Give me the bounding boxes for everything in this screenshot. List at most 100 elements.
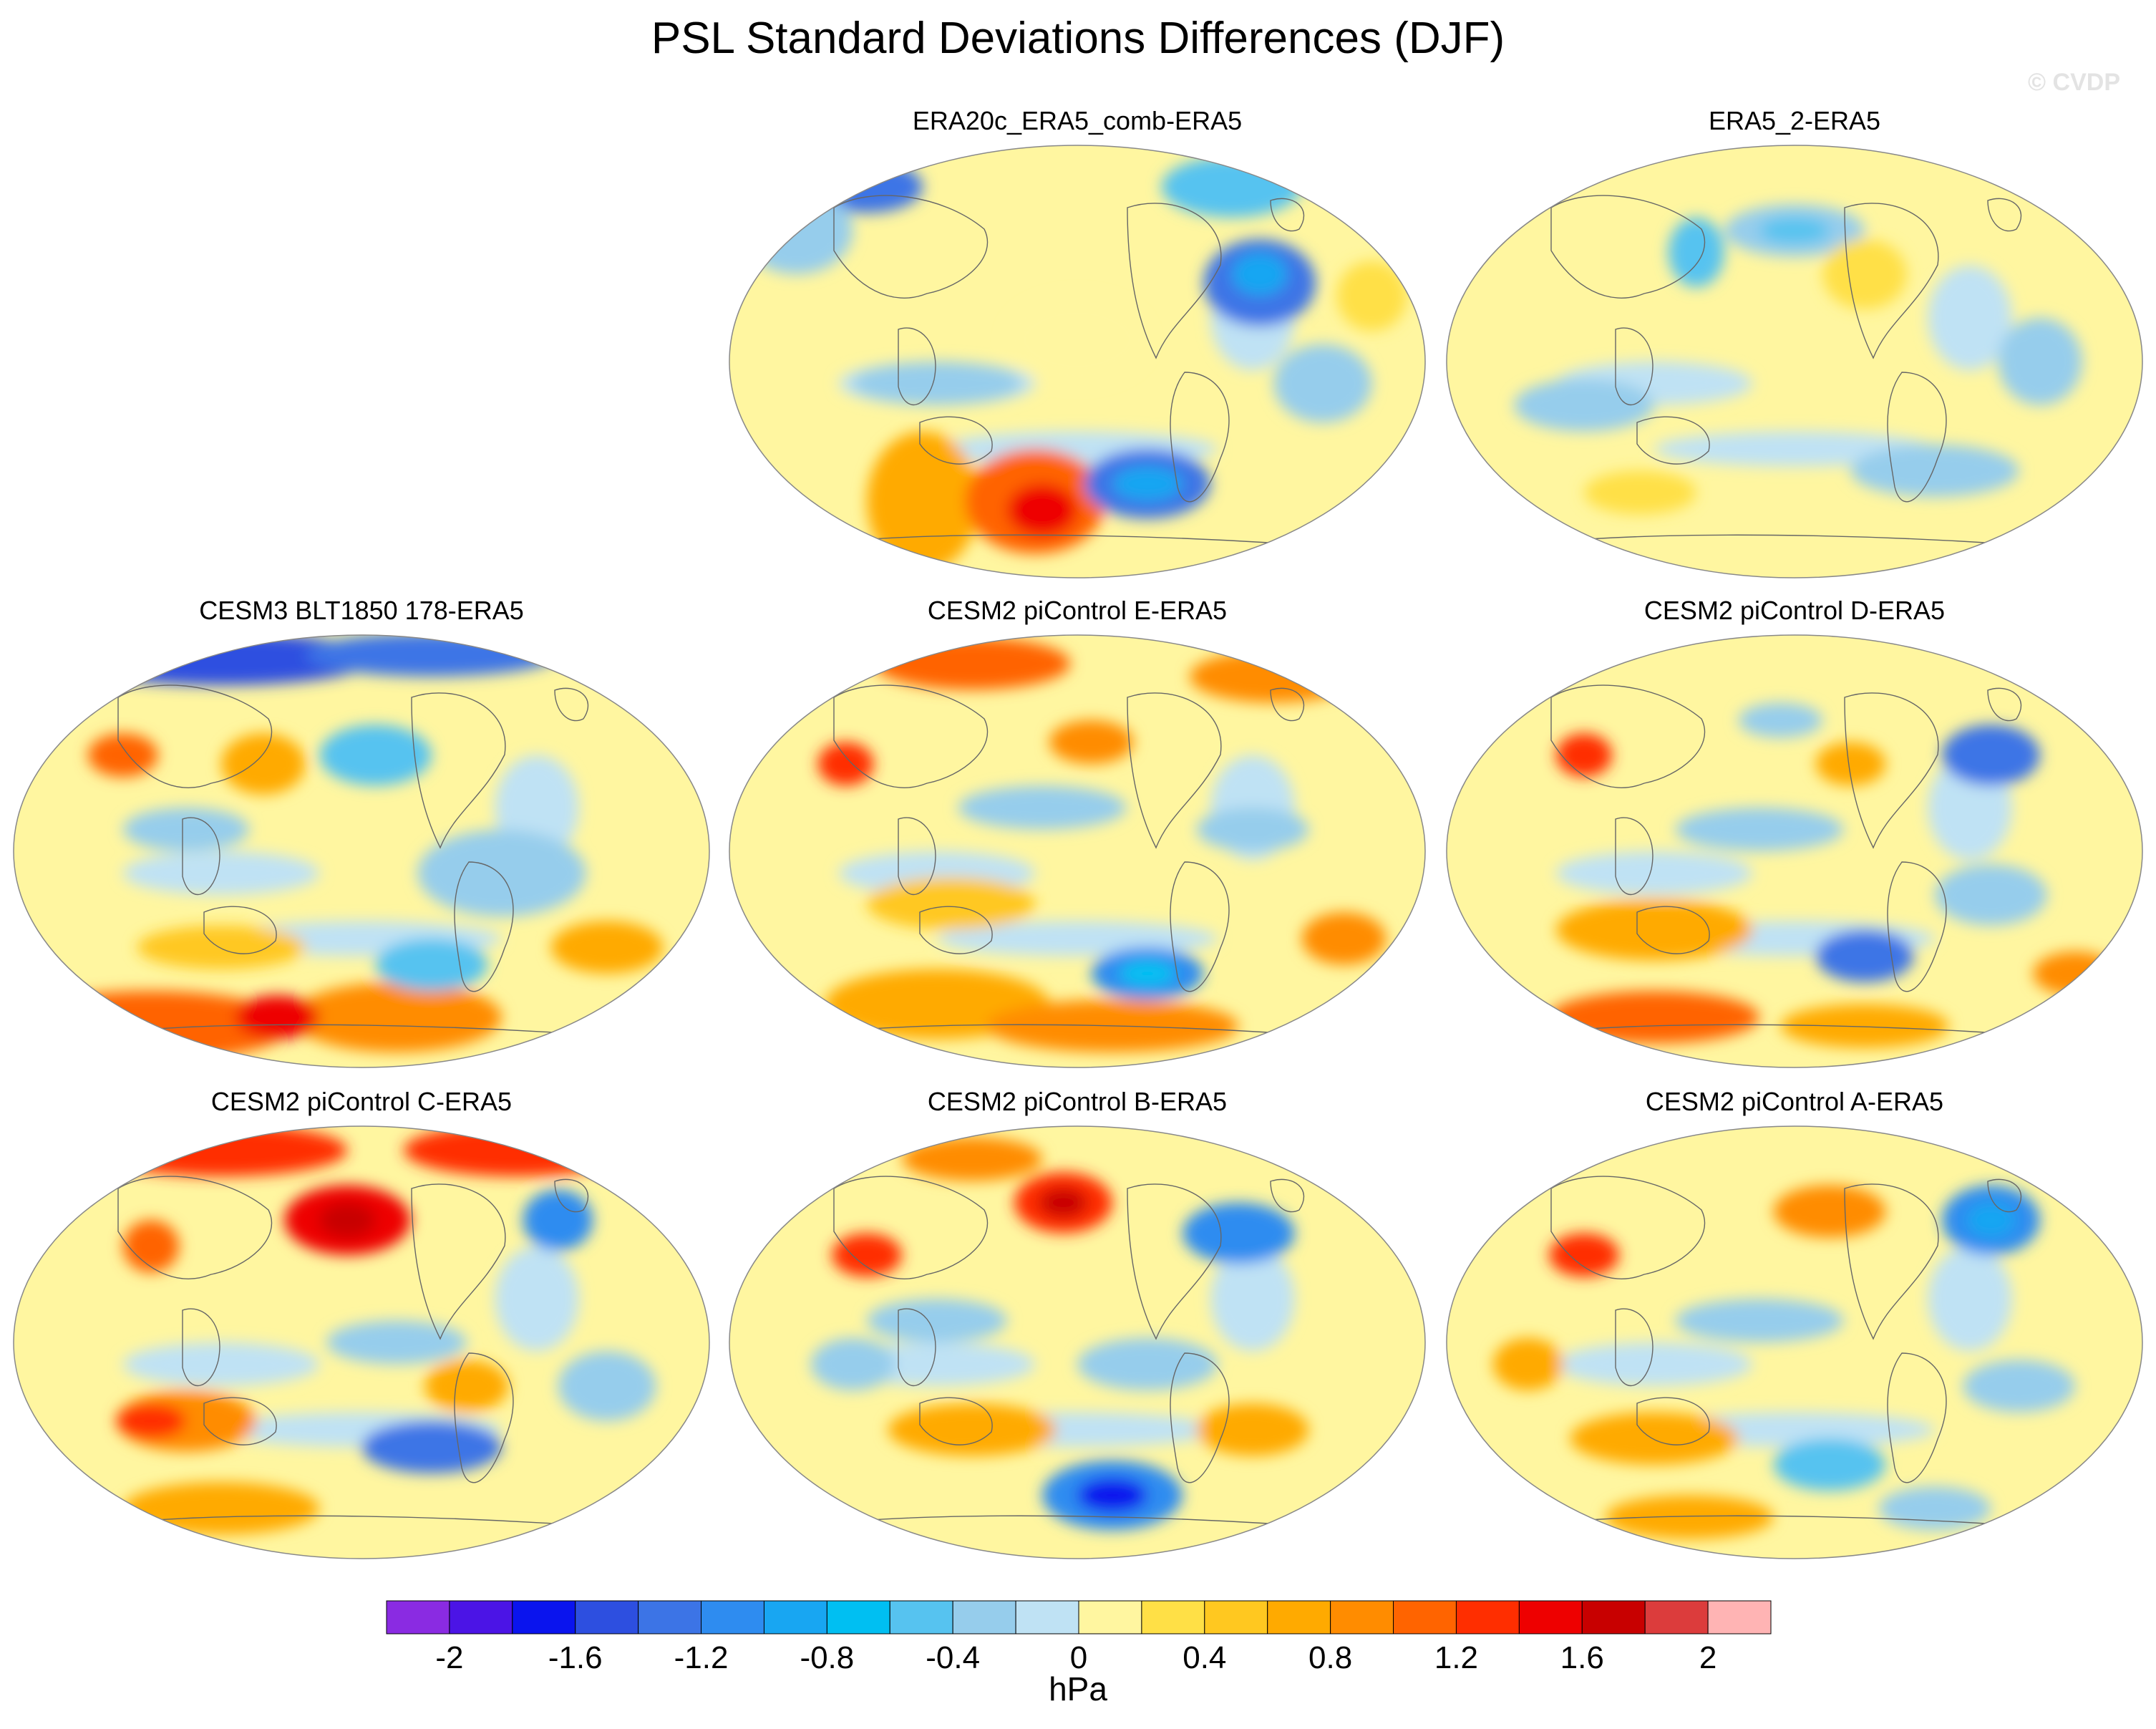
colorbar-swatch	[889, 1600, 953, 1634]
anomaly-region	[2046, 1146, 2132, 1190]
panel-title: ERA20c_ERA5_comb-ERA5	[912, 106, 1243, 135]
coastline	[554, 1178, 588, 1213]
anomaly-region	[1196, 808, 1309, 851]
anomaly-region	[122, 808, 250, 851]
map-svg	[729, 634, 1426, 1068]
anomaly-region	[1675, 808, 1844, 851]
anomaly-region	[1183, 1202, 1295, 1264]
anomaly-region	[1549, 991, 1759, 1044]
anomaly-region	[1077, 1478, 1147, 1513]
coastline	[117, 1176, 273, 1279]
map-border	[13, 1125, 710, 1559]
anomaly-region	[1570, 1412, 1739, 1465]
map-border	[729, 145, 1426, 578]
anomaly-region	[1007, 483, 1077, 536]
anomaly-region	[810, 160, 923, 213]
coastline	[833, 1176, 989, 1279]
anomaly-region	[1963, 1360, 2075, 1413]
map-svg	[13, 1125, 710, 1559]
anomaly-region	[122, 1220, 180, 1273]
colorbar-swatch	[1078, 1600, 1142, 1634]
coastline	[1887, 1352, 1947, 1483]
panel-title: CESM2 piControl A-ERA5	[1645, 1087, 1944, 1116]
coastline	[919, 906, 993, 954]
anomaly-region	[1966, 1202, 2016, 1238]
anomaly-region	[1822, 239, 1907, 309]
anomaly-region	[937, 921, 1218, 956]
coastline	[1170, 372, 1230, 503]
anomaly-region	[867, 877, 1036, 930]
anomaly-region	[1850, 444, 2019, 498]
anomaly-region	[326, 1320, 467, 1365]
coastline	[1987, 687, 2021, 722]
anomaly-region	[417, 829, 586, 917]
colorbar-swatch	[763, 1600, 827, 1634]
colorbar-swatch	[512, 1600, 576, 1634]
panel-title: CESM2 piControl E-ERA5	[927, 596, 1228, 625]
anomaly-region	[740, 187, 853, 274]
colorbar-swatch	[952, 1600, 1016, 1634]
coastline	[454, 861, 514, 992]
map-border	[13, 634, 710, 1068]
colorbar-swatch	[1581, 1600, 1646, 1634]
map-svg	[1446, 634, 2143, 1068]
anomaly-region	[1161, 156, 1302, 218]
colorbar-swatch	[386, 1600, 450, 1634]
anomaly-region	[122, 1482, 320, 1535]
coastline	[1550, 195, 1706, 299]
anomaly-region	[1007, 296, 1147, 384]
coastline	[898, 817, 936, 896]
coastline	[1615, 817, 1654, 896]
anomaly-region	[1196, 1403, 1309, 1456]
map-panel-era20c: ERA20c_ERA5_comb-ERA5	[727, 106, 1428, 593]
coastline	[411, 1183, 506, 1340]
anomaly-region	[1189, 650, 1358, 703]
coastline	[1550, 684, 1706, 788]
colorbar-swatch	[1015, 1600, 1079, 1634]
map-svg	[729, 1125, 1426, 1559]
anomaly-region	[1231, 252, 1288, 296]
anomaly-region	[1815, 929, 1914, 982]
coastlines	[1529, 684, 2060, 1038]
figure-title: PSL Standard Deviations Differences (DJF…	[651, 14, 1505, 63]
coastline	[833, 684, 989, 788]
anomaly-region	[1112, 466, 1183, 502]
anomaly-region	[137, 925, 306, 969]
coastline	[1127, 203, 1222, 359]
map-border	[729, 634, 1426, 1068]
coastline	[1844, 1183, 1939, 1340]
anomaly-region	[958, 785, 1127, 830]
map-panel-cesm2-b: CESM2 piControl B-ERA5	[727, 1087, 1428, 1574]
anomaly-region	[319, 725, 432, 786]
anomaly-region	[867, 1299, 1007, 1342]
anomaly-region	[853, 362, 1021, 405]
map-panel-era5-2: ERA5_2-ERA5	[1444, 106, 2145, 593]
map-border	[1446, 145, 2143, 578]
map-border	[729, 1125, 1426, 1559]
anomaly-region	[1675, 1299, 1844, 1342]
map-svg	[13, 634, 710, 1068]
colorbar-swatch	[1267, 1600, 1331, 1634]
colorbar-swatch	[638, 1600, 702, 1634]
coastline	[1270, 1178, 1304, 1213]
coastline	[1636, 1397, 1710, 1445]
coastline	[1636, 416, 1710, 465]
panel-title: CESM2 piControl C-ERA5	[210, 1087, 513, 1116]
anomaly-region	[1514, 379, 1654, 432]
colorbar-swatch	[1518, 1600, 1583, 1634]
colorbar-swatch	[826, 1600, 890, 1634]
coastline	[1887, 372, 1947, 503]
coastline	[1887, 861, 1947, 992]
colorbar-swatch	[1707, 1600, 1772, 1634]
coastline	[1170, 861, 1230, 992]
anomaly-region	[810, 1337, 895, 1391]
anomaly-region	[1039, 1187, 1088, 1219]
anomaly-region	[87, 733, 158, 778]
panel-title: ERA5_2-ERA5	[1708, 106, 1881, 135]
anomaly-region	[1077, 1337, 1218, 1391]
coastline	[117, 684, 273, 788]
coastline	[1550, 1176, 1706, 1279]
anomaly-region	[1668, 217, 1724, 288]
map-panel-cesm2-a: CESM2 piControl A-ERA5	[1444, 1087, 2145, 1574]
anomaly-region	[1773, 1438, 1886, 1491]
